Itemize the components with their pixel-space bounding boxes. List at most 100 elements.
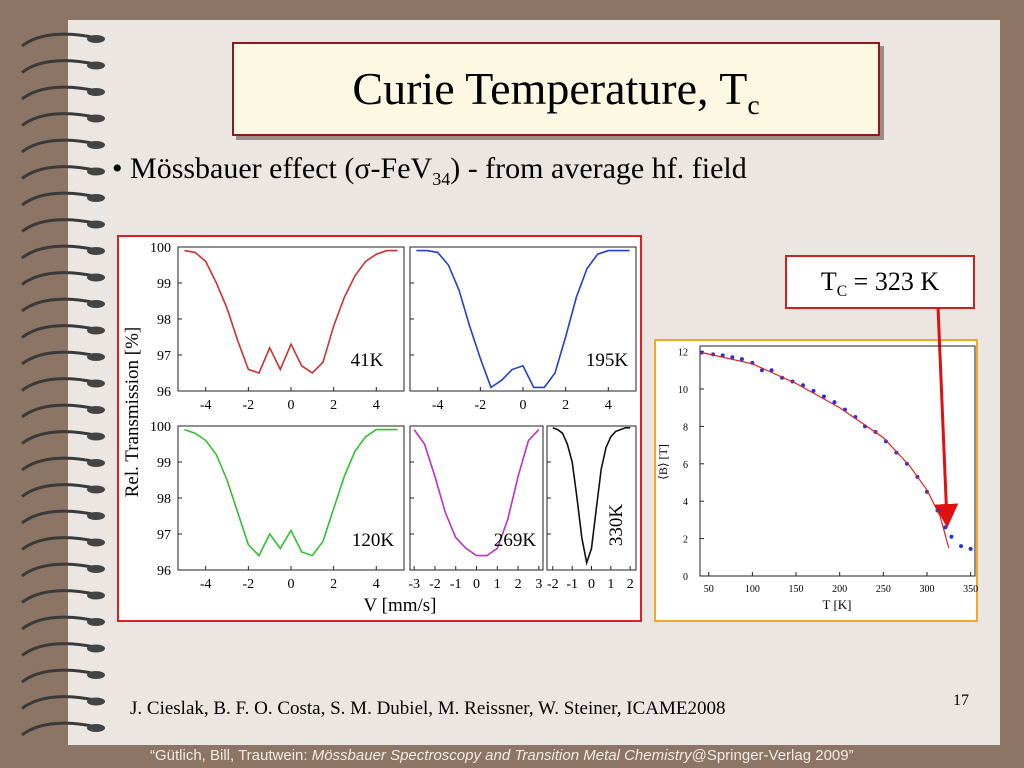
y-axis-label: Rel. Transmission [%] <box>122 327 143 498</box>
data-point <box>832 400 837 405</box>
spiral-ring <box>21 191 97 207</box>
y-tick-label: 100 <box>150 420 171 435</box>
x-tick-label: -4 <box>200 577 212 592</box>
spiral-ring <box>21 324 97 339</box>
fit-line <box>701 351 950 549</box>
annotation-rest: = 323 K <box>847 267 940 296</box>
x-tick-label: 0 <box>473 577 480 592</box>
spiral-ring <box>21 642 97 657</box>
x-tick-label: -2 <box>243 398 255 413</box>
footer: “Gütlich, Bill, Trautwein: Mössbauer Spe… <box>150 747 854 764</box>
data-point <box>811 388 816 393</box>
page-number: 17 <box>953 692 969 709</box>
data-point <box>739 357 744 362</box>
annotation: T <box>820 267 837 296</box>
x-tick-label: 0 <box>588 577 595 592</box>
spiral-ring <box>21 85 97 101</box>
x-tick-label: 2 <box>330 577 337 592</box>
spiral-hole <box>87 538 105 547</box>
x-tick-label: 200 <box>832 584 847 595</box>
spiral-hole <box>87 300 105 308</box>
y-tick-label: 97 <box>157 528 171 543</box>
footer-italic: Mössbauer Spectroscopy and Transition Me… <box>311 747 692 764</box>
x-axis-label: V [mm/s] <box>363 595 436 616</box>
y-tick-label: 99 <box>157 456 171 471</box>
x-tick-label: 3 <box>535 577 542 592</box>
x-tick-label: 4 <box>605 398 612 413</box>
data-point <box>759 368 764 373</box>
panel-label: 269K <box>494 530 537 551</box>
x-tick-label: 2 <box>627 577 634 592</box>
citation: J. Cieslak, B. F. O. Costa, S. M. Dubiel… <box>130 698 726 719</box>
y-tick-label: 96 <box>157 564 171 579</box>
spiral-ring <box>21 112 97 127</box>
y-tick-label: 98 <box>157 313 171 328</box>
spectrum-line <box>552 427 631 566</box>
x-tick-label: 4 <box>373 398 380 413</box>
x-tick-label: 0 <box>288 577 295 592</box>
spectrum-line <box>413 429 540 557</box>
x-tick-label: 1 <box>494 577 501 592</box>
spiral-ring <box>21 218 97 233</box>
x-tick-label: 4 <box>373 577 380 592</box>
spiral-ring <box>21 430 97 445</box>
title-sub: c <box>747 89 760 121</box>
y-tick-label: 6 <box>683 460 688 471</box>
y-tick-label: 4 <box>683 497 688 508</box>
spectrum-line <box>416 249 630 389</box>
spiral-ring <box>21 589 97 604</box>
spiral-ring <box>21 536 97 551</box>
x-tick-label: 100 <box>745 584 760 595</box>
x-tick-label: -2 <box>429 577 441 592</box>
footer-rest: @Springer-Verlag 2009” <box>691 747 854 764</box>
plot-frame <box>699 345 976 577</box>
y-tick-label: 97 <box>157 349 171 364</box>
spiral-hole <box>87 35 105 43</box>
spiral-ring <box>21 456 97 472</box>
x-tick-label: 0 <box>520 398 527 413</box>
spectrum-line <box>184 428 398 557</box>
x-tick-label: -4 <box>200 398 212 413</box>
y-tick-label: 99 <box>157 277 171 292</box>
spiral-hole <box>87 167 105 176</box>
field-frame <box>654 339 978 622</box>
y-tick-label: 2 <box>683 535 688 546</box>
x-tick-label: -3 <box>408 577 420 592</box>
y-tick-label: 96 <box>157 385 171 400</box>
y-tick-label: 98 <box>157 492 171 507</box>
x-tick-label: 2 <box>515 577 522 592</box>
data-point <box>959 544 964 549</box>
x-tick-label: 2 <box>330 398 337 413</box>
spiral-ring <box>21 668 97 684</box>
spiral-hole <box>87 247 105 255</box>
x-tick-label: 2 <box>562 398 569 413</box>
annotation-sub: C <box>836 283 848 301</box>
spiral-ring <box>21 403 97 419</box>
x-tick-label: -2 <box>547 577 559 592</box>
x-tick-label: 1 <box>607 577 614 592</box>
data-point <box>769 368 774 373</box>
spiral-hole <box>87 591 105 600</box>
y-tick-label: 100 <box>150 241 171 256</box>
spiral-ring <box>21 483 97 498</box>
spiral-ring <box>21 297 97 313</box>
x-tick-label: 50 <box>704 584 714 595</box>
x-tick-label: -1 <box>566 577 578 592</box>
y-tick-label: 8 <box>683 422 688 433</box>
x-tick-label: 250 <box>876 584 891 595</box>
panel-label: 330K <box>606 504 627 547</box>
data-point <box>821 394 826 399</box>
spiral-hole <box>87 432 105 441</box>
spiral-ring <box>21 271 97 286</box>
spiral-hole <box>87 326 105 335</box>
spiral-hole <box>87 88 105 96</box>
x-tick-label: -2 <box>243 577 255 592</box>
panel-label: 41K <box>351 350 384 371</box>
annotation-box: TC = 323 K <box>785 255 975 309</box>
spiral-hole <box>87 194 105 202</box>
data-point <box>943 525 948 530</box>
spiral-hole <box>87 459 105 467</box>
spiral-hole <box>87 353 105 361</box>
